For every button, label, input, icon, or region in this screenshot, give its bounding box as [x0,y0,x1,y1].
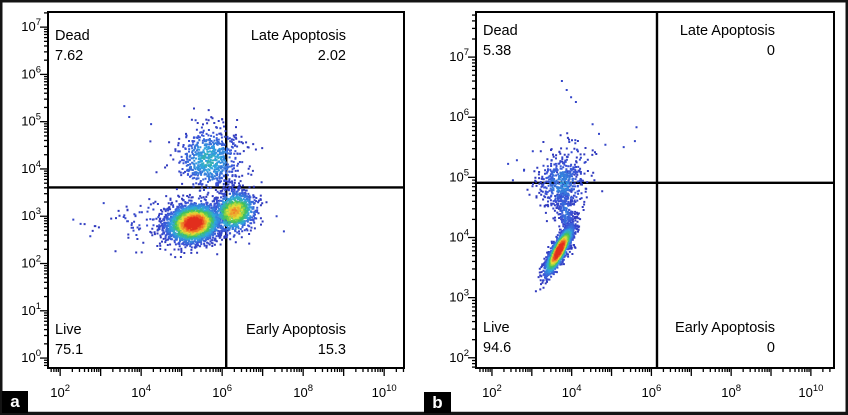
quadrant-percent: 94.6 [483,340,512,356]
quadrant-percent: 0 [766,43,775,59]
y-tick-label: 106 [449,107,469,124]
y-tick-label: 101 [21,301,41,318]
panel-a-plot: 102 104 106 108 1010 100 101 102 103 104 105 106 107 [21,11,405,400]
x-tick-label: 106 [212,383,232,400]
x-tick-label: 108 [293,383,313,400]
density-dot-layer [177,202,243,236]
quadrant-percent: 7.62 [55,48,84,64]
quadrant-percent: 5.38 [483,43,512,59]
density-dot-layer [542,149,581,280]
y-tick-label: 106 [21,64,41,81]
panel-letter-a: a [2,391,28,413]
quadrant-name: Late Apoptosis [679,23,775,39]
x-tick-label: 106 [642,383,662,400]
quadrant-label-early-apoptosis-a: Early Apoptosis 15.3 [146,320,346,360]
quadrant-name: Early Apoptosis [246,322,346,338]
density-dot-layer [163,134,256,246]
y-tick-label: 100 [21,348,41,365]
quadrant-label-live-b: Live 94.6 [483,318,511,358]
panel-b-quadrant-gates [476,12,834,368]
y-tick-label: 103 [449,288,469,305]
density-dot-layer [184,216,203,231]
y-tick-label: 102 [21,254,41,271]
y-tick-label: 107 [21,17,41,34]
y-tick-label: 104 [21,159,41,176]
panel-b-plot: 102 104 106 108 1010 102 103 104 105 106 107 [449,11,835,400]
y-tick-label: 103 [21,206,41,223]
quadrant-name: Live [483,320,510,336]
y-tick-label: 105 [449,167,469,184]
x-tick-label: 1010 [372,383,397,400]
quadrant-name: Dead [483,23,518,39]
quadrant-label-early-apoptosis-b: Early Apoptosis 0 [575,318,775,358]
x-tick-label: 102 [482,383,502,400]
panel-b-axis-labels: 102 104 106 108 1010 102 103 104 105 106 107 [449,47,823,400]
quadrant-label-dead-a: Dead 7.62 [55,26,90,66]
y-tick-label: 105 [21,112,41,129]
x-tick-label: 104 [562,383,582,400]
quadrant-name: Late Apoptosis [250,28,346,44]
x-tick-label: 102 [50,383,70,400]
quadrant-percent: 0 [766,340,775,356]
y-tick-label: 107 [449,47,469,64]
panel-a-density-dots [72,105,285,259]
x-tick-label: 104 [131,383,151,400]
quadrant-percent: 75.1 [55,342,84,358]
y-tick-label: 102 [449,348,469,365]
panel-b-density-dots [507,80,638,293]
y-tick-label: 104 [449,228,469,245]
density-dot-layer [554,242,565,259]
quadrant-name: Live [55,322,82,338]
panel-a-axis-labels: 102 104 106 108 1010 100 101 102 103 104 105 106 107 [21,17,396,400]
density-dot-layer [164,138,256,245]
quadrant-label-late-apoptosis-a: Late Apoptosis 2.02 [146,26,346,66]
density-dot-layer [179,206,241,235]
x-tick-label: 108 [721,383,741,400]
quadrant-label-dead-b: Dead 5.38 [483,21,518,61]
quadrant-name: Dead [55,28,90,44]
density-dot-layer [83,107,268,259]
quadrant-label-late-apoptosis-b: Late Apoptosis 0 [575,21,775,61]
panel-b-frame [475,11,835,369]
density-dot-layer [178,204,243,236]
x-tick-label: 1010 [798,383,823,400]
panel-a-frame [47,11,405,369]
panel-letter-b: b [424,392,451,413]
quadrant-percent: 2.02 [317,48,346,64]
density-dot-layer [138,129,259,248]
quadrant-percent: 15.3 [317,342,346,358]
quadrant-name: Early Apoptosis [675,320,775,336]
quadrant-label-live-a: Live 75.1 [55,320,83,360]
